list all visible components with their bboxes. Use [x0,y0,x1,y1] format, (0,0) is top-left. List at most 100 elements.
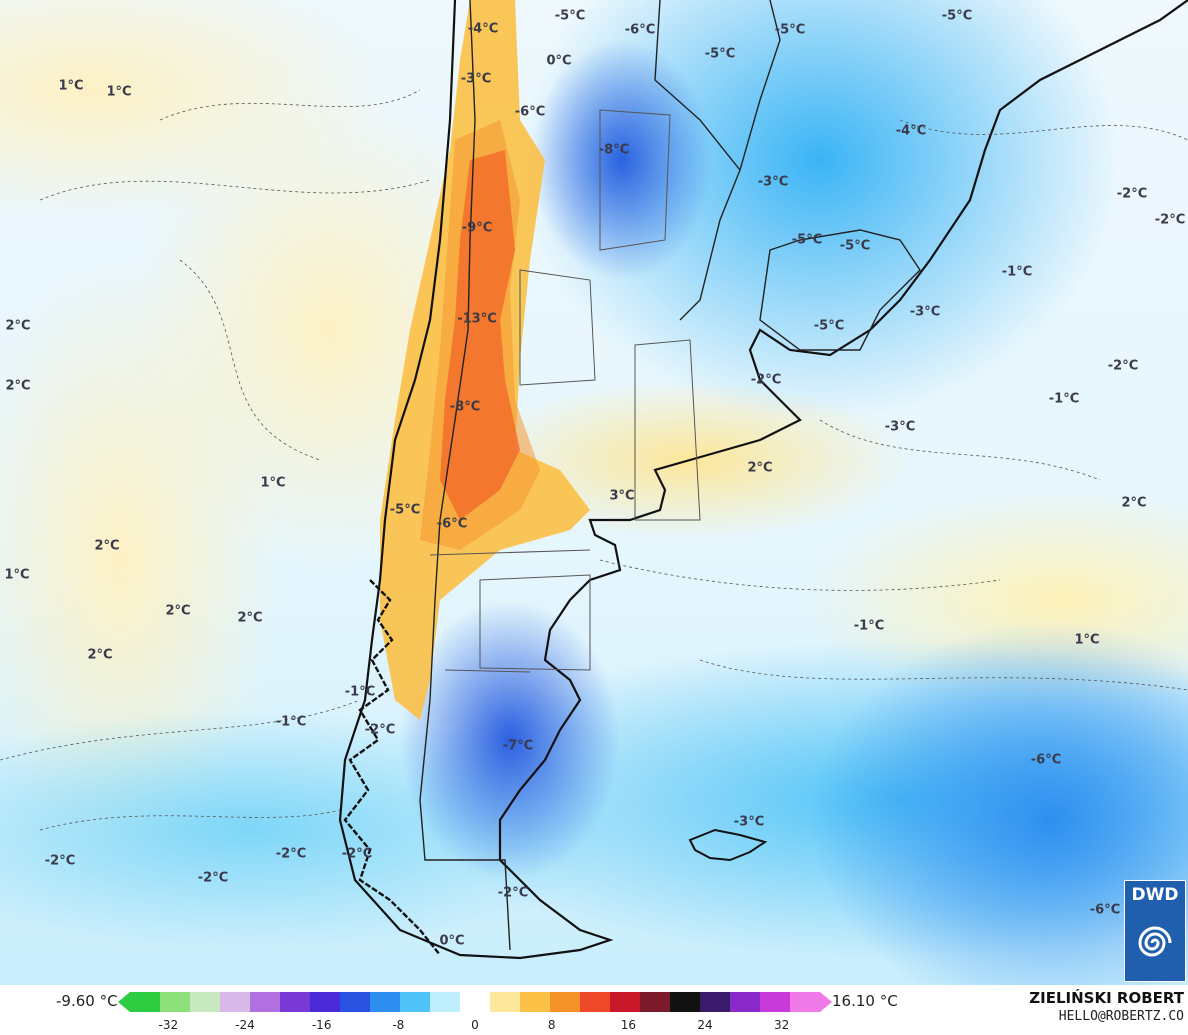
colorbar-cell [760,992,791,1012]
colorbar-cell [310,992,341,1012]
temperature-label: -6°C [1030,752,1062,768]
colorbar-cell [670,992,701,1012]
temperature-label: -1°C [1048,391,1080,407]
colorbar [118,992,832,1012]
temperature-label: 1°C [4,567,30,583]
coastline-south-america [338,0,1188,960]
colorbar-tick-label: -16 [311,1018,332,1032]
temperature-label: -5°C [704,46,736,62]
temperature-map: 1°C 1°C -4°C -3°C -5°C 0°C -6°C -5°C -5°C -5°C -6°… [0,0,1188,985]
colorbar-cell [220,992,251,1012]
temperature-label: 1°C [260,475,286,491]
temperature-label: -3°C [909,304,941,320]
temperature-label: 1°C [1074,632,1100,648]
temperature-label: -1°C [275,714,307,730]
colorbar-tick-label: -8 [392,1018,405,1032]
author-credit: ZIELIŃSKI ROBERT [1029,989,1184,1007]
temperature-label: 1°C [58,78,84,94]
temperature-label: -5°C [389,502,421,518]
colorbar-cell [550,992,581,1012]
temperature-label: 0°C [439,933,465,949]
temperature-label: -6°C [624,22,656,38]
temperature-label: -2°C [1107,358,1139,374]
colorbar-cell [460,992,491,1012]
dwd-spiral-icon [1138,926,1172,957]
colorbar-cell [640,992,671,1012]
temperature-label: -5°C [774,22,806,38]
colorbar-right-arrow [820,992,832,1012]
temperature-label: -8°C [598,142,630,158]
temperature-label: -13°C [457,311,497,327]
colorbar-cell [190,992,221,1012]
colorbar-cell [790,992,821,1012]
chile-archipelago-outline [343,579,441,956]
temperature-label: 2°C [165,603,191,619]
map-overlay [0,0,1188,960]
author-email: HELLO@ROBERTZ.CO [1058,1009,1184,1024]
temperature-label: 3°C [609,488,635,504]
legend-min-value: -9.60 °C [56,992,118,1010]
temperature-label: -1°C [344,684,376,700]
colorbar-cell [250,992,281,1012]
legend-max-value: 16.10 °C [832,992,898,1010]
temperature-label: -2°C [497,885,529,901]
colorbar-tick-label: 0 [471,1018,479,1032]
temperature-label: -2°C [364,722,396,738]
temperature-label: -4°C [895,123,927,139]
andes-orange-rim [420,120,540,550]
temperature-label: -2°C [1154,212,1186,228]
temperature-label: -2°C [197,870,229,886]
color-legend: -9.60 °C 16.10 °C -32 -24 -16 -8 0 8 16 24 32 ZI… [0,985,1188,1035]
temperature-label: -5°C [813,318,845,334]
temperature-label: -1°C [853,618,885,634]
temperature-label: 2°C [747,460,773,476]
colorbar-tick-label: 32 [774,1018,790,1032]
temperature-label: 2°C [5,378,31,394]
colorbar-cell [580,992,611,1012]
temperature-label: 2°C [237,610,263,626]
temperature-label: -4°C [467,21,499,37]
temperature-label: -5°C [941,8,973,24]
temperature-label: -2°C [750,372,782,388]
temperature-label: 2°C [87,647,113,663]
temperature-label: -6°C [514,104,546,120]
temperature-label: 0°C [546,53,572,69]
temperature-label: 2°C [1121,495,1147,511]
colorbar-cell [370,992,401,1012]
province-borders [429,109,701,673]
colorbar-tick-label: 16 [620,1018,636,1032]
contour-lines [0,89,1188,831]
temperature-label: -2°C [1116,186,1148,202]
colorbar-tick-label: 24 [697,1018,713,1032]
temperature-label: -9°C [461,220,493,236]
temperature-label: -1°C [1001,264,1033,280]
colorbar-cells [118,992,832,1012]
temperature-label: -5°C [554,8,586,24]
colorbar-cell [490,992,521,1012]
falkland-islands-outline [688,828,768,862]
colorbar-cell [280,992,311,1012]
dwd-logo: DWD [1124,880,1186,982]
colorbar-cell [400,992,431,1012]
colorbar-cell [130,992,161,1012]
temperature-label: -3°C [884,419,916,435]
colorbar-cell [160,992,191,1012]
temperature-label: 2°C [5,318,31,334]
temperature-label: -3°C [757,174,789,190]
colorbar-cell [730,992,761,1012]
colorbar-tick-label: -32 [158,1018,179,1032]
temperature-label: -6°C [436,516,468,532]
colorbar-tick-label: -24 [235,1018,255,1032]
temperature-label: -5°C [791,232,823,248]
temperature-label: -2°C [44,853,76,869]
colorbar-tick-label: 8 [547,1018,556,1032]
temperature-label: -8°C [449,399,481,415]
colorbar-cell [520,992,551,1012]
temperature-label: 1°C [106,84,132,100]
temperature-label: -3°C [460,71,492,87]
colorbar-cell [340,992,371,1012]
temperature-label: -5°C [839,238,871,254]
dwd-logo-text: DWD [1131,885,1179,905]
temperature-label: -6°C [1089,902,1121,918]
temperature-label: 2°C [94,538,120,554]
